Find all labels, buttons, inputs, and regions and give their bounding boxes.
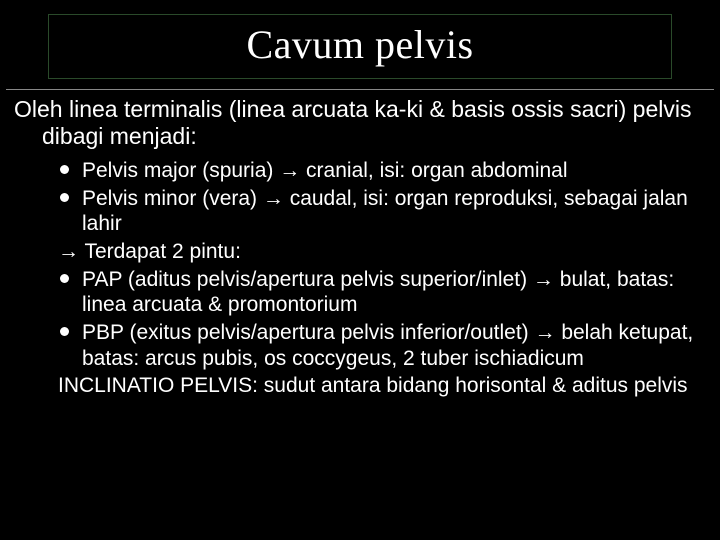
plain-line-text: INCLINATIO PELVIS: sudut antara bidang h… <box>58 374 688 397</box>
bullet-icon <box>60 327 69 336</box>
list-item-text: Pelvis minor (vera) → caudal, isi: organ… <box>82 187 688 236</box>
title-container: Cavum pelvis <box>48 14 672 79</box>
list-item-text: PAP (aditus pelvis/apertura pelvis super… <box>82 268 674 317</box>
slide-title: Cavum pelvis <box>49 21 671 68</box>
content-area: Oleh linea terminalis (linea arcuata ka-… <box>0 96 720 399</box>
list-item-text: Pelvis major (spuria) → cranial, isi: or… <box>82 159 568 182</box>
list-item: PAP (aditus pelvis/apertura pelvis super… <box>60 267 704 318</box>
intro-paragraph: Oleh linea terminalis (linea arcuata ka-… <box>14 96 704 150</box>
arrow-line-text: → Terdapat 2 pintu: <box>58 240 241 263</box>
list-item-text: PBP (exitus pelvis/apertura pelvis infer… <box>82 321 693 370</box>
body-list: Pelvis major (spuria) → cranial, isi: or… <box>14 158 704 398</box>
list-item: PBP (exitus pelvis/apertura pelvis infer… <box>60 320 704 371</box>
bullet-icon <box>60 193 69 202</box>
plain-line: INCLINATIO PELVIS: sudut antara bidang h… <box>58 373 704 399</box>
bullet-icon <box>60 165 69 174</box>
bullet-icon <box>60 274 69 283</box>
list-item: Pelvis major (spuria) → cranial, isi: or… <box>60 158 704 184</box>
arrow-line: → Terdapat 2 pintu: <box>58 239 704 265</box>
intro-text: Oleh linea terminalis (linea arcuata ka-… <box>14 96 704 150</box>
list-item: Pelvis minor (vera) → caudal, isi: organ… <box>60 186 704 237</box>
separator-line <box>6 89 714 90</box>
